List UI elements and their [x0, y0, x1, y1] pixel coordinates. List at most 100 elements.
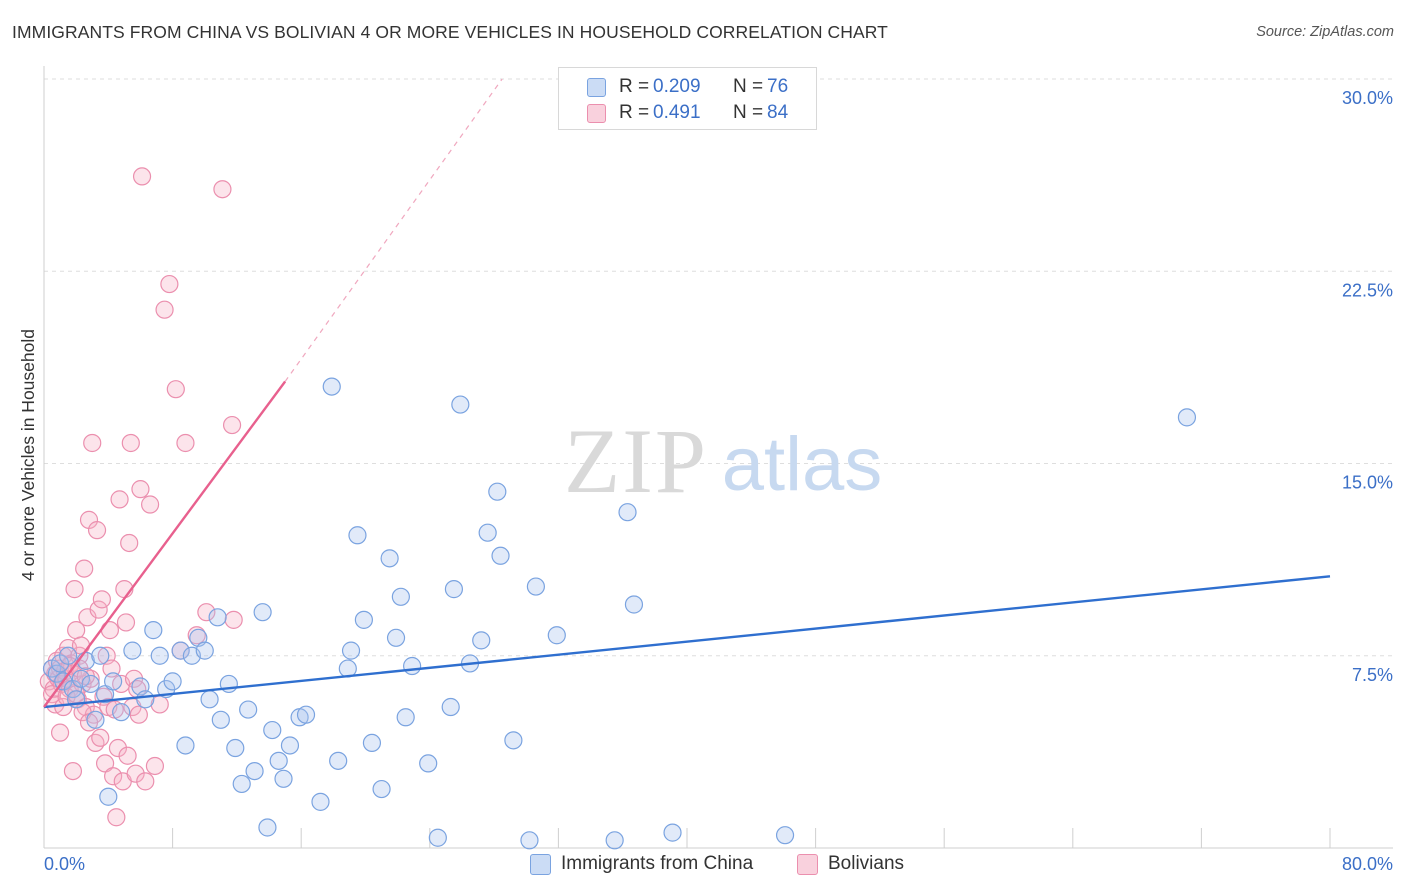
china-point	[59, 646, 78, 665]
legend-item-china[interactable]: Immigrants from China	[530, 851, 753, 877]
y-tick-label: 15.0%	[1342, 473, 1393, 493]
china-points	[42, 377, 1197, 850]
china-point	[136, 690, 155, 709]
bolivians-point	[160, 274, 179, 294]
correlation-legend: R = 0.209 N = 76 R = 0.491 N = 84	[558, 67, 817, 130]
china-point	[208, 608, 227, 627]
china-point	[478, 523, 497, 542]
axis-layer	[43, 66, 1393, 849]
bolivians-point	[222, 415, 242, 435]
bolivians-point	[75, 559, 94, 578]
china-point	[195, 641, 214, 660]
china-point	[81, 674, 100, 694]
bolivians-point	[126, 764, 145, 783]
china-point	[380, 549, 399, 568]
chart-title: IMMIGRANTS FROM CHINA VS BOLIVIAN 4 OR M…	[12, 22, 888, 42]
legend-n-value: 76	[767, 76, 789, 97]
bolivians-point	[86, 733, 105, 753]
china-point	[362, 733, 382, 753]
bolivians-point	[224, 610, 243, 629]
china-point	[428, 828, 447, 847]
china-point	[274, 769, 293, 788]
legend-n-value: 84	[767, 102, 789, 123]
legend-r-label: R =	[619, 76, 650, 97]
source-label: Source: ZipAtlas.com	[1256, 24, 1394, 40]
china-point	[444, 580, 464, 599]
china-point	[491, 546, 510, 565]
watermark-atlas: atlas	[722, 422, 883, 507]
china-point	[239, 700, 258, 719]
china-point	[144, 621, 163, 640]
bolivians-point	[87, 521, 107, 540]
x-tick-label: 0.0%	[44, 854, 85, 874]
china-point	[419, 754, 438, 773]
bolivians-point	[92, 590, 111, 609]
china-point	[99, 787, 118, 806]
china-point	[123, 641, 142, 660]
bolivians-point	[129, 705, 148, 724]
china-point	[200, 690, 219, 709]
bolivians-point	[118, 746, 137, 765]
bolivians-point	[65, 580, 84, 599]
china-point	[112, 703, 131, 722]
bolivians-point	[107, 808, 126, 827]
china-point	[91, 646, 110, 665]
china-point	[1177, 408, 1197, 427]
bolivians-point	[132, 167, 152, 186]
bolivians-point	[91, 728, 110, 747]
china-point	[71, 669, 91, 688]
tick-labels: 7.5% 15.0% 22.5% 30.0% 0.0% 80.0%	[44, 88, 1393, 874]
china-point	[403, 656, 422, 676]
bolivians-point	[81, 669, 100, 688]
legend-swatch-china	[587, 78, 606, 97]
grid-layer	[44, 78, 1393, 657]
bolivians-point	[155, 300, 174, 319]
legend-r-value: 0.491	[653, 102, 701, 123]
china-point	[211, 710, 230, 729]
china-point	[86, 710, 105, 729]
china-point	[253, 603, 272, 622]
china-trend-line	[43, 575, 1331, 709]
china-point	[520, 831, 539, 850]
bolivians-point	[197, 603, 216, 622]
china-point	[775, 826, 795, 845]
legend-item-bolivians[interactable]: Bolivians	[797, 851, 904, 877]
y-axis-label: 4 or more Vehicles in Household	[18, 329, 38, 581]
bolivians-point	[213, 180, 232, 199]
china-point	[663, 823, 682, 842]
bolivians-trend-line	[43, 380, 287, 708]
china-point	[176, 736, 195, 755]
legend-label-bolivians: Bolivians	[828, 853, 905, 874]
china-point	[280, 736, 300, 755]
bolivians-point	[140, 495, 160, 514]
y-tick-label: 30.0%	[1342, 88, 1393, 108]
china-point	[348, 526, 367, 545]
y-tick-label: 7.5%	[1352, 665, 1393, 685]
china-point	[232, 774, 251, 794]
bolivians-point	[176, 433, 195, 453]
china-point	[386, 628, 406, 647]
bolivians-point	[104, 767, 123, 786]
legend-swatch-bolivians	[797, 853, 818, 875]
watermark-zip: ZIP	[564, 410, 708, 512]
china-point	[547, 626, 566, 645]
china-point	[472, 631, 491, 650]
bolivians-point	[116, 613, 136, 632]
china-point	[504, 731, 523, 750]
china-point	[150, 646, 169, 665]
legend-label-china: Immigrants from China	[561, 853, 754, 874]
china-point	[269, 751, 288, 770]
watermark: ZIP atlas	[564, 410, 882, 512]
bolivians-point	[50, 723, 70, 742]
china-point	[396, 708, 415, 727]
china-point	[624, 595, 644, 614]
china-point	[263, 720, 282, 740]
china-point	[441, 697, 460, 717]
china-point	[391, 587, 410, 606]
legend-r-value: 0.209	[653, 76, 701, 97]
china-point	[258, 818, 277, 837]
china-point	[226, 738, 245, 758]
china-point	[171, 641, 190, 660]
china-point	[245, 761, 264, 781]
